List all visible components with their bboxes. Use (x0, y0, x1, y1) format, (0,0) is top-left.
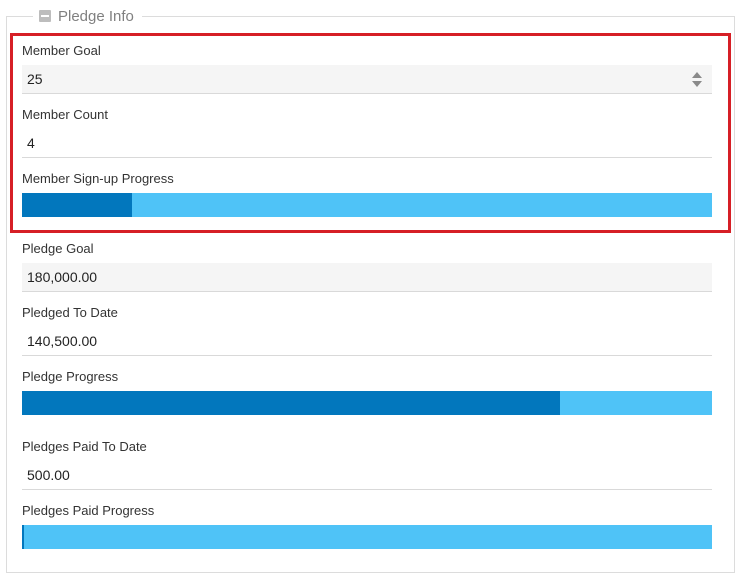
member-count-label: Member Count (22, 107, 108, 122)
pledges-paid-to-date-field: 500.00 (22, 461, 712, 490)
member-signup-progress-label: Member Sign-up Progress (22, 171, 174, 186)
pledge-progress-label: Pledge Progress (22, 369, 119, 384)
pledges-paid-progress-fill (22, 525, 25, 549)
pledge-info-fieldset (6, 16, 735, 573)
pledge-goal-label: Pledge Goal (22, 241, 94, 256)
pledges-paid-to-date-label: Pledges Paid To Date (22, 439, 147, 454)
pledges-paid-progress-label: Pledges Paid Progress (22, 503, 155, 518)
pledge-progress-fill (22, 391, 561, 415)
member-count-value: 4 (27, 135, 35, 151)
collapse-icon[interactable] (39, 10, 51, 22)
pledges-paid-progress-bar (22, 525, 712, 549)
pledge-goal-input[interactable]: 180,000.00 (22, 263, 712, 292)
section-title: Pledge Info (58, 7, 134, 25)
member-signup-progress-bar (22, 193, 712, 217)
member-goal-input[interactable]: 25 (22, 65, 712, 94)
pledge-progress-bar (22, 391, 712, 415)
member-goal-value: 25 (27, 71, 43, 87)
pledged-to-date-value: 140,500.00 (27, 333, 98, 349)
member-goal-label: Member Goal (22, 43, 101, 58)
spinner-down-icon[interactable] (692, 81, 702, 87)
spinner-arrows-icon[interactable] (692, 71, 702, 89)
pledges-paid-to-date-value: 500.00 (27, 467, 70, 483)
spinner-up-icon[interactable] (692, 72, 702, 78)
pledged-to-date-field: 140,500.00 (22, 327, 712, 356)
pledge-goal-value: 180,000.00 (27, 269, 98, 285)
pledge-info-legend[interactable]: Pledge Info (33, 5, 142, 27)
pledged-to-date-label: Pledged To Date (22, 305, 118, 320)
member-count-field: 4 (22, 129, 712, 158)
member-signup-progress-fill (22, 193, 133, 217)
